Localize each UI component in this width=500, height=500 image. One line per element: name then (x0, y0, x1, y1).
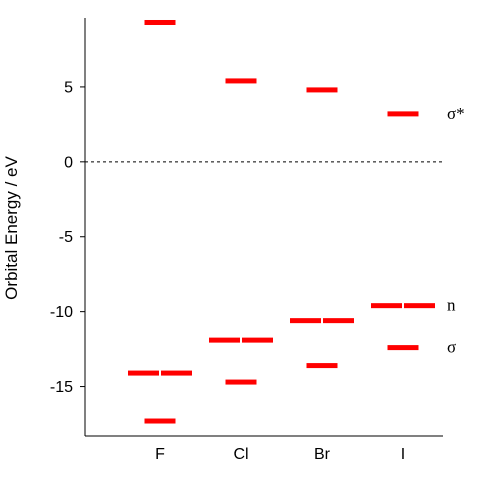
orbital-level-bar (161, 370, 192, 376)
orbital-level-bar (209, 337, 240, 343)
series-label: n (447, 296, 456, 315)
y-tick-label: -10 (50, 304, 73, 321)
orbital-level-bar (128, 370, 159, 376)
orbital-level-bar (323, 318, 354, 324)
orbital-level-bar (225, 78, 257, 84)
orbital-levels (128, 19, 435, 424)
orbital-level-bar (290, 318, 321, 324)
axes (84, 18, 443, 437)
x-tick-label: I (401, 446, 405, 463)
orbital-level-bar (404, 303, 435, 309)
y-axis-title: Orbital Energy / eV (2, 156, 21, 300)
orbital-level-bar (225, 379, 257, 385)
orbital-level-bar (144, 418, 176, 424)
y-tick-label: -15 (50, 379, 73, 396)
orbital-level-bar (242, 337, 273, 343)
y-tick-label: 5 (64, 79, 73, 96)
x-tick-label: Br (314, 446, 331, 463)
y-tick-label: -5 (59, 229, 73, 246)
orbital-level-bar (371, 303, 402, 309)
y-ticks: 5 0 -5 -10 -15 (50, 79, 85, 396)
x-tick-label: F (155, 446, 165, 463)
x-ticks: F Cl Br I (155, 446, 405, 463)
series-label: σ (447, 338, 456, 357)
orbital-level-bar (144, 19, 176, 25)
orbital-level-bar (387, 345, 419, 351)
series-labels: σ* n σ (447, 104, 465, 357)
orbital-level-bar (387, 111, 419, 117)
orbital-level-bar (306, 87, 338, 93)
x-tick-label: Cl (233, 446, 248, 463)
orbital-level-bar (306, 363, 338, 369)
series-label: σ* (447, 104, 465, 123)
y-tick-label: 0 (64, 154, 73, 171)
